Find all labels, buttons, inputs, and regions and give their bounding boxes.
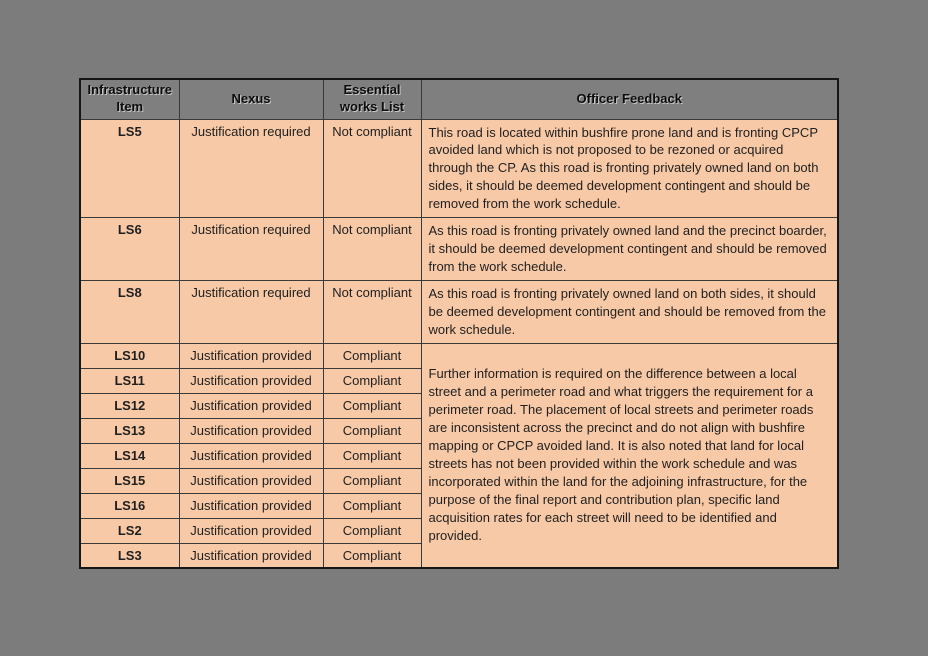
- header-essential-works-list: Essential works List: [322, 78, 422, 120]
- officer-feedback-cell: As this road is fronting privately owned…: [420, 217, 839, 281]
- nexus-cell: Justification provided: [178, 417, 324, 444]
- essential-works-list-cell: Compliant: [322, 392, 422, 419]
- essential-works-list-cell: Compliant: [322, 417, 422, 444]
- table-row-ls11: LS11 Justification provided Compliant: [79, 367, 838, 394]
- nexus-cell: Justification required: [178, 217, 324, 281]
- table-row-ls12: LS12 Justification provided Compliant: [79, 392, 838, 419]
- table-row-ls5: LS5 Justification required Not compliant…: [79, 118, 839, 219]
- essential-works-list-cell: Compliant: [322, 467, 422, 494]
- table-row-ls6: LS6 Justification required Not compliant…: [79, 217, 839, 281]
- infrastructure-item-cell: LS2: [79, 517, 180, 544]
- table-row-ls14: LS14 Justification provided Compliant: [79, 442, 838, 469]
- assessment-table: Infrastructure Item Nexus Essential work…: [79, 78, 839, 570]
- infrastructure-item-cell: LS11: [79, 367, 180, 394]
- officer-feedback-cell: This road is located within bushfire pro…: [420, 118, 839, 219]
- infrastructure-item-cell: LS16: [79, 492, 180, 519]
- essential-works-list-cell: Compliant: [322, 367, 422, 394]
- table-row-ls13: LS13 Justification provided Compliant: [79, 417, 838, 444]
- infrastructure-item-cell: LS5: [79, 118, 180, 219]
- infrastructure-item-cell: LS10: [79, 342, 180, 369]
- infrastructure-item-cell: LS14: [79, 442, 180, 469]
- nexus-cell: Justification provided: [178, 367, 324, 394]
- infrastructure-item-cell: LS12: [79, 392, 180, 419]
- nexus-cell: Justification provided: [178, 342, 324, 369]
- infrastructure-item-cell: LS3: [79, 542, 180, 569]
- essential-works-list-cell: Not compliant: [322, 217, 422, 281]
- table-row-ls2: LS2 Justification provided Compliant: [79, 517, 838, 544]
- essential-works-list-cell: Compliant: [322, 492, 422, 519]
- essential-works-list-cell: Compliant: [322, 342, 422, 369]
- infrastructure-item-cell: LS15: [79, 467, 180, 494]
- nexus-cell: Justification provided: [178, 517, 324, 544]
- assessment-table-container: Infrastructure Item Nexus Essential work…: [79, 78, 839, 570]
- essential-works-list-cell: Compliant: [322, 542, 422, 569]
- infrastructure-item-cell: LS6: [79, 217, 180, 281]
- header-row: Infrastructure Item Nexus Essential work…: [79, 78, 839, 120]
- infrastructure-item-cell: LS13: [79, 417, 180, 444]
- essential-works-list-cell: Compliant: [322, 517, 422, 544]
- essential-works-list-cell: Not compliant: [322, 280, 422, 344]
- officer-feedback-cell: As this road is fronting privately owned…: [420, 280, 839, 344]
- table-row-ls8: LS8 Justification required Not compliant…: [79, 280, 839, 344]
- table-row-ls16: LS16 Justification provided Compliant: [79, 492, 838, 519]
- nexus-cell: Justification provided: [178, 442, 324, 469]
- table-row-ls10: LS10 Justification provided Compliant Fu…: [79, 342, 839, 569]
- nexus-cell: Justification provided: [178, 467, 324, 494]
- table-row-ls3: LS3 Justification provided Compliant: [79, 542, 838, 569]
- nexus-cell: Justification required: [178, 280, 324, 344]
- header-infrastructure-item: Infrastructure Item: [79, 78, 180, 120]
- infrastructure-item-cell: LS8: [79, 280, 180, 344]
- nexus-cell: Justification provided: [178, 542, 324, 569]
- nexus-cell: Justification provided: [178, 392, 324, 419]
- header-nexus: Nexus: [178, 78, 324, 120]
- table-row-ls15: LS15 Justification provided Compliant: [79, 467, 838, 494]
- officer-feedback-merged-cell: Further information is required on the d…: [420, 342, 839, 569]
- essential-works-list-cell: Compliant: [322, 442, 422, 469]
- nexus-cell: Justification required: [178, 118, 324, 219]
- header-officer-feedback: Officer Feedback: [420, 78, 839, 120]
- essential-works-list-cell: Not compliant: [322, 118, 422, 219]
- nexus-cell: Justification provided: [178, 492, 324, 519]
